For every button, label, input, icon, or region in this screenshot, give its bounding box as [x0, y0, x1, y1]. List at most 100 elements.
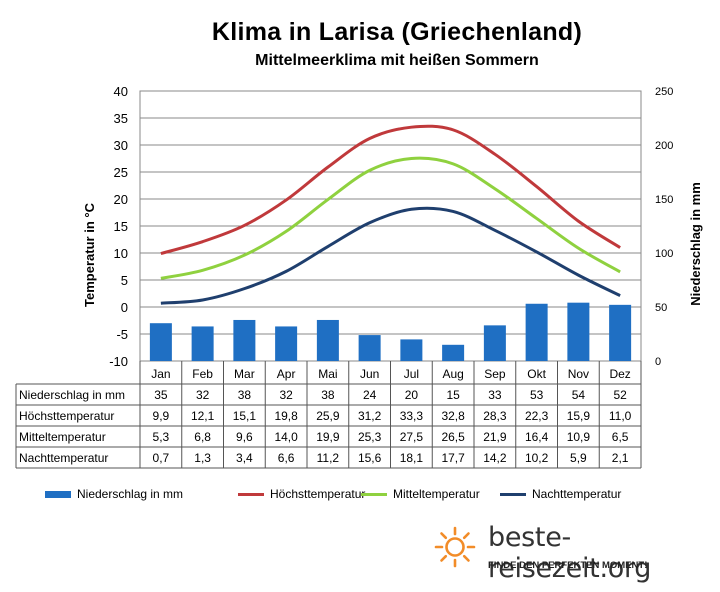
table-cell: 38 — [238, 388, 252, 402]
y-tick-left: 0 — [121, 300, 128, 315]
table-cell: 1,3 — [194, 451, 211, 465]
x-tick-label: Feb — [192, 367, 213, 381]
x-tick-label: Mar — [234, 367, 255, 381]
chart-title: Klima in Larisa (Griechenland) — [211, 18, 583, 46]
table-row-label: Höchsttemperatur — [19, 409, 114, 423]
table-cell: 5,9 — [570, 451, 587, 465]
y-axis-right-title: Niederschlag in mm — [688, 182, 703, 306]
legend-label: Nachttemperatur — [532, 487, 622, 501]
y-tick-left: 10 — [114, 246, 128, 261]
brand-tagline: FINDE DEN PERFEKTEN MOMENT! — [488, 560, 648, 571]
table-cell: 25,9 — [316, 409, 340, 423]
table-row-label: Mitteltemperatur — [19, 430, 106, 444]
table-cell: 2,1 — [612, 451, 629, 465]
table-row-label: Nachttemperatur — [19, 451, 108, 465]
table-cell: 26,5 — [441, 430, 465, 444]
table-cell: 14,0 — [274, 430, 298, 444]
precip-bar — [358, 335, 381, 361]
y-tick-right: 50 — [655, 302, 667, 314]
y-tick-left: 30 — [114, 138, 128, 153]
y-tick-left: 15 — [114, 219, 128, 234]
y-tick-right: 250 — [655, 86, 673, 98]
table-cell: 22,3 — [525, 409, 549, 423]
legend-label: Mitteltemperatur — [393, 487, 480, 501]
x-tick-label: Mai — [318, 367, 337, 381]
table-cell: 0,7 — [153, 451, 170, 465]
table-cell: 38 — [321, 388, 335, 402]
legend-swatch — [238, 492, 264, 496]
table-cell: 21,9 — [483, 430, 507, 444]
x-tick-label: Apr — [277, 367, 296, 381]
precip-bar — [442, 344, 465, 361]
y-tick-right: 0 — [655, 356, 661, 368]
precip-bar — [567, 302, 590, 361]
climate-chart: 4035302520151050-5-10250200150100500Temp… — [15, 84, 703, 469]
table-cell: 20 — [405, 388, 419, 402]
chart-legend: Niederschlag in mm Höchsttemperatur Mittel… — [0, 487, 720, 505]
legend-item: Mitteltemperatur — [361, 487, 480, 501]
table-row-label: Niederschlag in mm — [19, 388, 125, 402]
x-tick-label: Sep — [484, 367, 506, 381]
precip-bar — [316, 319, 339, 361]
table-cell: 9,9 — [153, 409, 170, 423]
precip-bar — [400, 339, 423, 361]
table-cell: 35 — [154, 388, 168, 402]
line-Höchsttemperatur — [160, 124, 621, 255]
table-cell: 27,5 — [400, 430, 424, 444]
table-cell: 32 — [279, 388, 293, 402]
y-tick-left: 25 — [114, 165, 128, 180]
precip-bar — [483, 325, 506, 361]
legend-item: Nachttemperatur — [500, 487, 621, 501]
table-cell: 10,2 — [525, 451, 549, 465]
table-cell: 52 — [613, 388, 627, 402]
table-cell: 15 — [446, 388, 460, 402]
table-cell: 6,6 — [278, 451, 295, 465]
table-cell: 5,3 — [153, 430, 170, 444]
legend-item: Niederschlag in mm — [45, 487, 183, 501]
y-axis-left-title: Temperatur in °C — [82, 202, 97, 307]
y-tick-left: 20 — [114, 192, 128, 207]
table-cell: 33 — [488, 388, 502, 402]
precip-bar — [609, 304, 632, 361]
table-cell: 11,2 — [317, 451, 340, 465]
table-cell: 9,6 — [236, 430, 253, 444]
table-cell: 15,1 — [233, 409, 257, 423]
y-tick-left: 5 — [121, 273, 128, 288]
precip-bar — [191, 326, 214, 361]
table-cell: 3,4 — [236, 451, 253, 465]
brand-logo[interactable]: beste-reisezeit.org FINDE DEN PERFEKTEN … — [430, 518, 715, 584]
table-cell: 10,9 — [567, 430, 591, 444]
x-tick-label: Aug — [442, 367, 463, 381]
table-cell: 25,3 — [358, 430, 382, 444]
x-tick-label: Dez — [609, 367, 630, 381]
legend-swatch — [500, 492, 526, 496]
y-tick-right: 100 — [655, 248, 673, 260]
table-cell: 14,2 — [483, 451, 507, 465]
x-tick-label: Jul — [404, 367, 419, 381]
table-cell: 54 — [572, 388, 586, 402]
table-cell: 15,6 — [358, 451, 382, 465]
legend-label: Niederschlag in mm — [77, 487, 184, 501]
line-Nachttemperatur — [160, 206, 621, 305]
x-tick-label: Okt — [527, 367, 546, 381]
table-cell: 12,1 — [191, 409, 215, 423]
chart-subtitle: Mittelmeerklima mit heißen Sommern — [255, 52, 539, 69]
sun-icon — [434, 526, 476, 568]
table-cell: 32 — [196, 388, 210, 402]
table-cell: 24 — [363, 388, 377, 402]
y-tick-left: 35 — [114, 111, 128, 126]
legend-item: Höchsttemperatur — [238, 487, 365, 501]
y-tick-left: -5 — [116, 327, 128, 342]
table-cell: 6,8 — [194, 430, 211, 444]
line-Mitteltemperatur — [160, 156, 621, 280]
table-cell: 15,9 — [567, 409, 591, 423]
table-cell: 33,3 — [400, 409, 424, 423]
precip-bar — [275, 326, 298, 361]
table-cell: 11,0 — [609, 409, 632, 423]
precip-bar — [525, 303, 548, 361]
y-tick-left: -10 — [109, 354, 128, 369]
table-cell: 19,9 — [316, 430, 340, 444]
x-tick-label: Nov — [568, 367, 589, 381]
table-cell: 17,7 — [441, 451, 465, 465]
brand-name: beste-reisezeit.org — [488, 522, 652, 584]
